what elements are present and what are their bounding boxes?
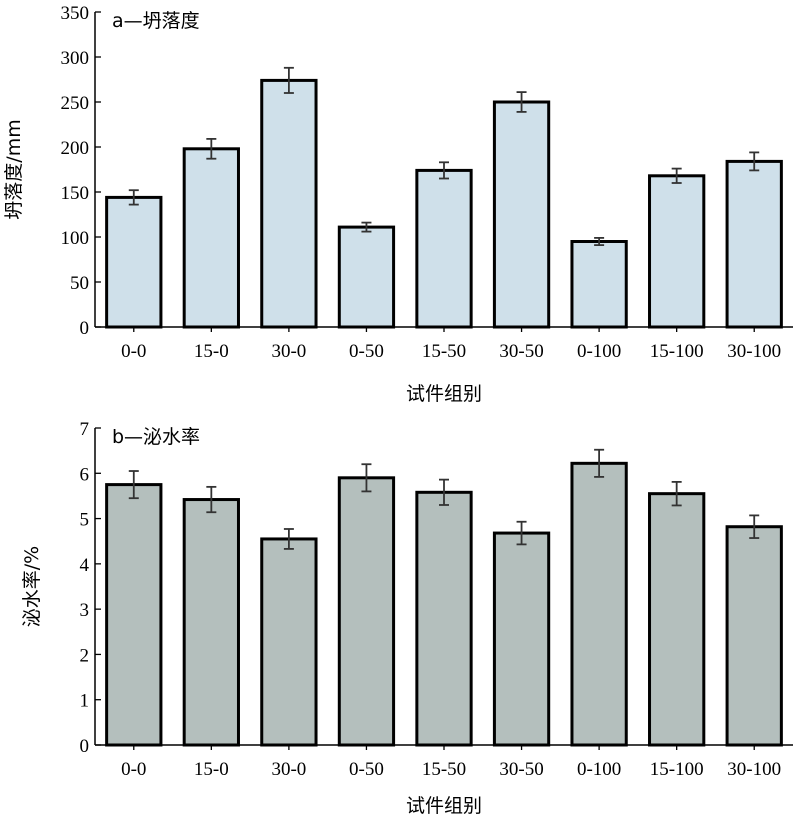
chart-title: a—坍落度 bbox=[112, 10, 200, 32]
x-tick-label: 30-100 bbox=[727, 759, 781, 780]
bar-30-50 bbox=[492, 100, 551, 329]
y-tick-label: 0 bbox=[80, 736, 90, 757]
bar-15-0 bbox=[182, 498, 240, 747]
x-axis-title: 试件组别 bbox=[406, 795, 482, 817]
bar-30-0 bbox=[260, 78, 318, 329]
bar-15-50 bbox=[415, 168, 473, 329]
x-tick-label: 0-0 bbox=[121, 759, 146, 780]
bar-0-0 bbox=[105, 195, 163, 329]
y-tick-label: 7 bbox=[80, 419, 90, 440]
x-tick-label: 0-50 bbox=[349, 759, 384, 780]
bar-0-100 bbox=[570, 461, 628, 747]
y-tick-label: 300 bbox=[61, 48, 90, 69]
bar-0-50 bbox=[337, 225, 396, 329]
bar-30-50 bbox=[492, 531, 551, 747]
x-tick-label: 30-0 bbox=[271, 341, 306, 362]
bar-30-0 bbox=[260, 537, 318, 747]
y-tick-label: 5 bbox=[80, 510, 90, 531]
y-tick-label: 4 bbox=[80, 555, 90, 576]
bar-15-100 bbox=[648, 492, 706, 747]
chart-title: b—泌水率 bbox=[112, 426, 200, 448]
x-tick-label: 0-50 bbox=[349, 341, 384, 362]
x-tick-label: 15-50 bbox=[422, 759, 466, 780]
y-tick-label: 2 bbox=[80, 645, 90, 666]
y-tick-label: 3 bbox=[80, 600, 90, 621]
x-tick-label: 30-100 bbox=[727, 341, 781, 362]
bar-30-100 bbox=[725, 525, 783, 747]
x-tick-label: 0-0 bbox=[121, 341, 146, 362]
y-axis-title: 泌水率/% bbox=[21, 546, 43, 627]
bar-30-100 bbox=[725, 159, 783, 329]
x-tick-label: 15-100 bbox=[650, 341, 704, 362]
x-tick-label: 30-50 bbox=[499, 341, 543, 362]
y-tick-label: 100 bbox=[61, 228, 90, 249]
y-tick-label: 6 bbox=[80, 464, 90, 485]
x-tick-label: 0-100 bbox=[577, 341, 621, 362]
y-tick-label: 1 bbox=[80, 691, 90, 712]
y-tick-label: 350 bbox=[61, 3, 90, 24]
bar-15-100 bbox=[648, 174, 706, 329]
x-tick-label: 30-50 bbox=[499, 759, 543, 780]
y-tick-label: 0 bbox=[80, 318, 90, 339]
y-axis-title: 坍落度/mm bbox=[3, 119, 25, 219]
bar-0-50 bbox=[337, 476, 396, 747]
x-tick-label: 15-100 bbox=[650, 759, 704, 780]
x-tick-label: 30-0 bbox=[271, 759, 306, 780]
y-tick-label: 50 bbox=[70, 273, 89, 294]
bar-0-0 bbox=[105, 483, 163, 747]
x-tick-label: 0-100 bbox=[577, 759, 621, 780]
x-axis-title: 试件组别 bbox=[406, 383, 482, 405]
chart-panel-b: 0 1 2 3 4 5 6 7 0-0 15-0 30-0 0-50 15-50 30-50 0-100 15… bbox=[21, 419, 793, 817]
chart-panel-a: 0 50 100 150 200 250 300 350 0-0 15-0 30-0 0-50 15-5… bbox=[3, 3, 793, 405]
x-tick-label: 15-0 bbox=[194, 759, 229, 780]
bar-15-50 bbox=[415, 490, 473, 747]
y-tick-label: 250 bbox=[61, 93, 90, 114]
bar-15-0 bbox=[182, 147, 240, 329]
bar-0-100 bbox=[570, 240, 628, 329]
y-tick-label: 150 bbox=[61, 183, 90, 204]
x-tick-label: 15-50 bbox=[422, 341, 466, 362]
x-tick-label: 15-0 bbox=[194, 341, 229, 362]
y-tick-label: 200 bbox=[61, 138, 90, 159]
